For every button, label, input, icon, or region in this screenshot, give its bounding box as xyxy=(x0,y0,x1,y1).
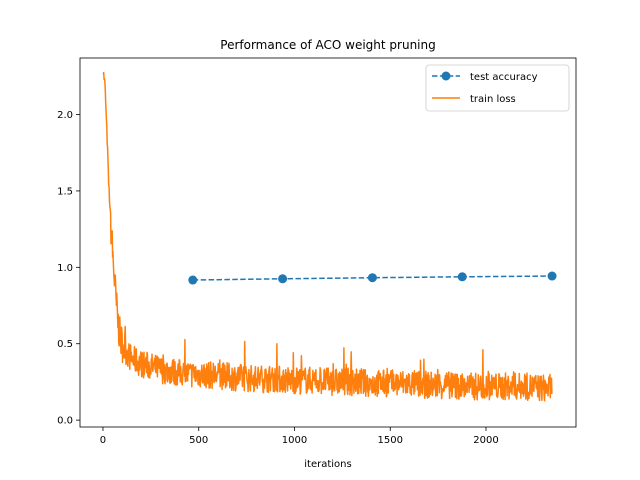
x-axis-label: iterations xyxy=(304,459,351,470)
x-tick-label: 1500 xyxy=(378,435,403,446)
y-tick-label: 0.5 xyxy=(57,339,73,350)
y-tick-label: 2.0 xyxy=(57,110,73,121)
x-tick-label: 0 xyxy=(100,435,106,446)
legend: test accuracy train loss xyxy=(425,64,570,112)
legend-marker-test-accuracy xyxy=(441,71,451,81)
y-axis-ticks: 0.0 0.5 1.0 1.5 2.0 xyxy=(57,110,80,427)
test-accuracy-point xyxy=(547,271,557,281)
test-accuracy-point xyxy=(367,273,377,283)
legend-label-test-accuracy: test accuracy xyxy=(470,72,538,83)
legend-label-train-loss: train loss xyxy=(470,94,516,105)
x-tick-label: 500 xyxy=(189,435,208,446)
y-tick-label: 1.5 xyxy=(57,186,73,197)
x-axis-ticks: 0 500 1000 1500 2000 xyxy=(100,427,499,446)
test-accuracy-point xyxy=(278,274,288,284)
x-tick-label: 2000 xyxy=(473,435,498,446)
train-loss-line xyxy=(102,71,553,402)
plot-area xyxy=(102,71,557,402)
y-tick-label: 1.0 xyxy=(57,263,73,274)
y-tick-label: 0.0 xyxy=(57,416,73,427)
chart-title: Performance of ACO weight pruning xyxy=(220,38,435,52)
axes-frame xyxy=(79,57,577,428)
test-accuracy-line xyxy=(192,275,553,281)
test-accuracy-point xyxy=(188,275,198,285)
x-tick-label: 1000 xyxy=(282,435,307,446)
legend-box xyxy=(425,64,570,112)
test-accuracy-point xyxy=(457,272,467,282)
